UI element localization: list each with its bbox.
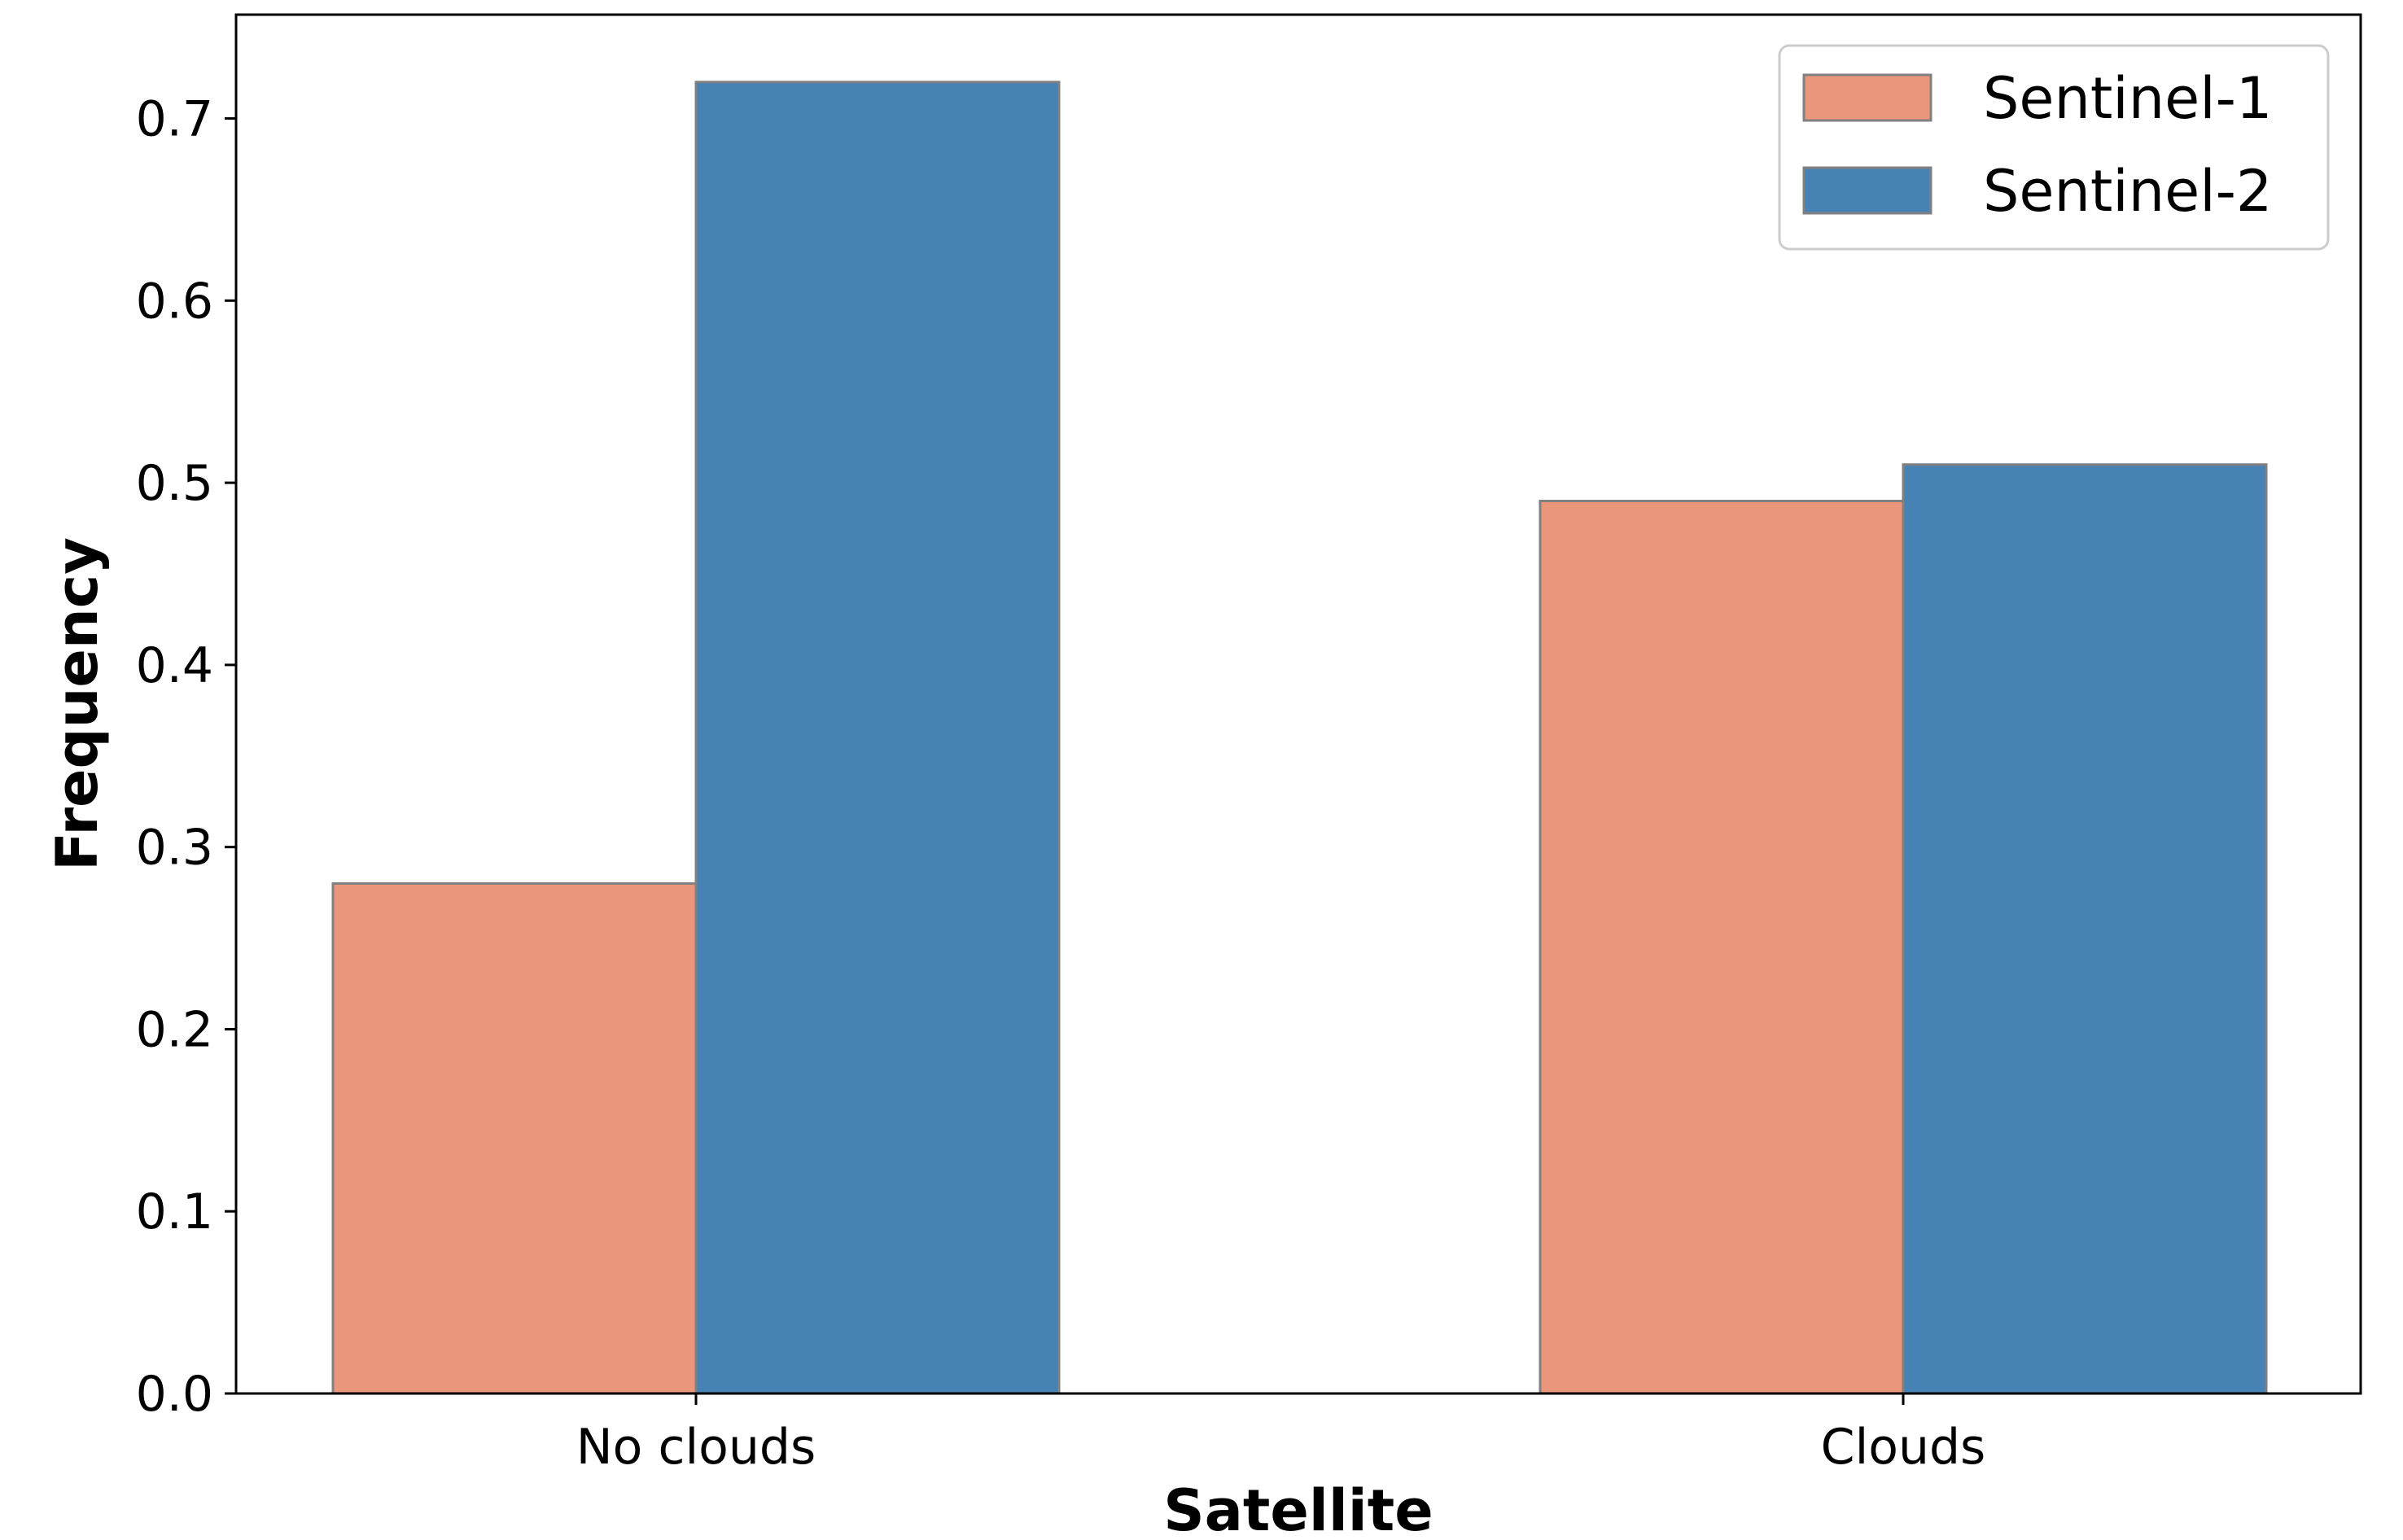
y-tick-label: 0.1: [136, 1183, 213, 1240]
bar-sentinel-2-no-clouds: [694, 81, 1061, 1395]
bar-sentinel-2-clouds: [1902, 463, 2268, 1395]
x-axis-title: Satellite: [1163, 1477, 1433, 1540]
legend: Sentinel-1 Sentinel-2: [1778, 44, 2330, 251]
x-axis: No clouds Clouds: [576, 1393, 1986, 1476]
y-axis: 0.0 0.1 0.2 0.3 0.4 0.5 0.6 0.7: [136, 91, 236, 1423]
legend-label: Sentinel-2: [1983, 158, 2272, 225]
x-tick-label: No clouds: [576, 1419, 816, 1476]
y-tick-label: 0.4: [136, 637, 213, 694]
y-tick-label: 0.5: [136, 455, 213, 512]
bar-sentinel-1-no-clouds: [331, 882, 698, 1395]
y-tick-label: 0.3: [136, 820, 213, 877]
y-tick-label: 0.6: [136, 273, 213, 330]
y-axis-title: Frequency: [44, 537, 111, 871]
bars-layer: [331, 81, 2268, 1395]
y-tick-label: 0.2: [136, 1001, 213, 1058]
y-tick-label: 0.0: [136, 1366, 213, 1423]
x-tick-label: Clouds: [1821, 1419, 1986, 1476]
bar-sentinel-1-clouds: [1539, 499, 1905, 1395]
y-tick-label: 0.7: [136, 91, 213, 148]
legend-label: Sentinel-1: [1983, 65, 2272, 132]
legend-swatch: [1802, 166, 1932, 215]
plot-area-frame: [234, 13, 2362, 1395]
legend-swatch: [1802, 73, 1932, 122]
